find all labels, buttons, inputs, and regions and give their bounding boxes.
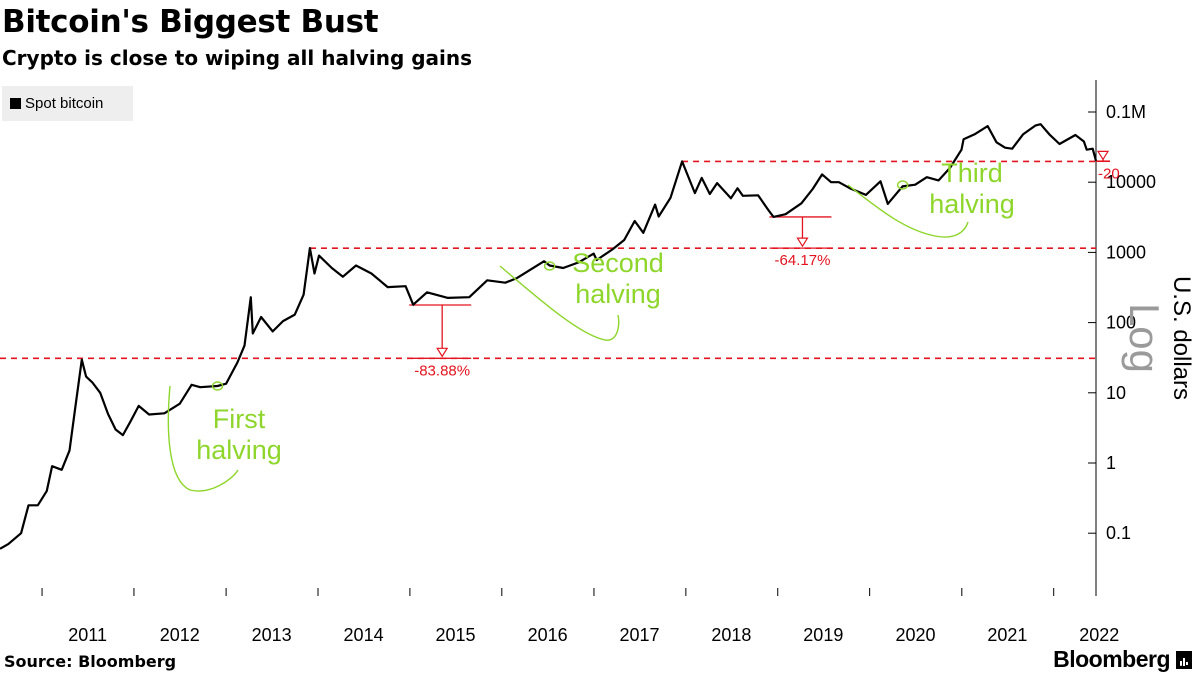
- log-scale-label: Log: [1121, 303, 1168, 373]
- drawdown-arrow-head: [1098, 151, 1108, 159]
- y-tick-label: 0.1: [1106, 523, 1131, 543]
- drawdown-arrow-head: [797, 238, 807, 246]
- brand-name: Bloomberg: [1053, 646, 1170, 673]
- y-tick-label: 0.1M: [1106, 102, 1146, 122]
- x-tick-label: 2022: [1079, 625, 1119, 645]
- x-tick-label: 2012: [160, 625, 200, 645]
- y-axis-title: U.S. dollars: [1168, 276, 1195, 400]
- brand-logo: Bloomberg: [1053, 646, 1192, 673]
- x-tick-label: 2013: [252, 625, 292, 645]
- y-tick-label: 1: [1106, 453, 1116, 473]
- drawdown-arrow-head: [437, 348, 447, 356]
- x-tick-label: 2020: [895, 625, 935, 645]
- x-tick-label: 2017: [619, 625, 659, 645]
- source-note: Source: Bloomberg: [4, 652, 176, 671]
- x-tick-label: 2016: [528, 625, 568, 645]
- bloomberg-icon: [1176, 651, 1192, 669]
- x-tick-label: 2021: [987, 625, 1027, 645]
- y-tick-label: 1000: [1106, 242, 1146, 262]
- x-tick-label: 2015: [435, 625, 475, 645]
- x-tick-label: 2014: [344, 625, 384, 645]
- drawdown-label: -20: [1098, 165, 1120, 182]
- y-tick-label: 10: [1106, 383, 1126, 403]
- x-tick-label: 2019: [803, 625, 843, 645]
- x-tick-label: 2018: [711, 625, 751, 645]
- x-tick-label: 2011: [68, 625, 107, 645]
- halving-label: First halving: [196, 404, 282, 465]
- halving-label: Third halving: [929, 158, 1015, 219]
- series-line-spot-bitcoin: [0, 124, 1096, 549]
- drawdown-label: -83.88%: [414, 362, 470, 379]
- halving-label: Second halving: [572, 248, 664, 309]
- drawdown-label: -64.17%: [775, 252, 831, 269]
